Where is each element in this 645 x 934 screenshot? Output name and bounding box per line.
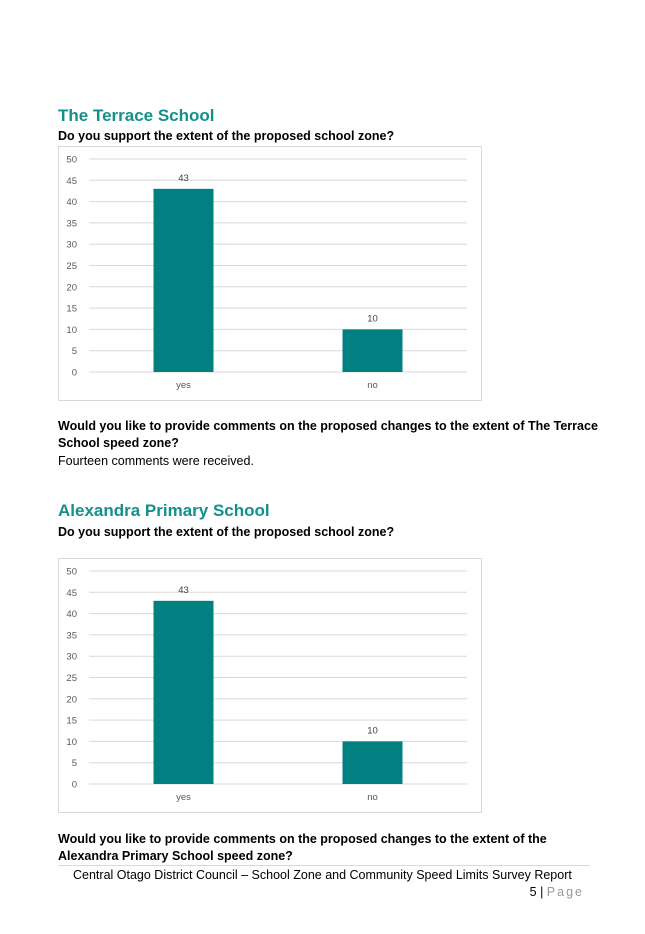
y-tick-label: 25: [66, 261, 77, 272]
data-label: 10: [367, 725, 378, 736]
y-tick-label: 10: [66, 325, 77, 336]
bar-chart: 0 5 10 15 20 25 30 35 40 45 50 43 yes 10 no: [58, 558, 482, 813]
bar-chart-svg: 0 5 10 15 20 25 30 35 40 45 50 43 yes 10 no: [66, 155, 467, 391]
bar: [342, 329, 403, 372]
bar: [153, 188, 214, 372]
page-number-value: 5: [529, 885, 537, 899]
y-tick-label: 45: [66, 588, 77, 599]
survey-question: Do you support the extent of the propose…: [58, 525, 395, 539]
y-tick-label: 45: [66, 176, 77, 187]
y-tick-label: 40: [66, 197, 77, 208]
y-tick-label: 35: [66, 630, 77, 641]
x-tick-label: yes: [176, 792, 191, 803]
survey-question: Do you support the extent of the propose…: [58, 129, 395, 143]
x-tick-label: no: [367, 792, 378, 803]
y-tick-label: 35: [66, 218, 77, 229]
y-tick-label: 25: [66, 673, 77, 684]
y-tick-label: 40: [66, 609, 77, 620]
section-heading: Alexandra Primary School: [58, 501, 270, 520]
y-tick-label: 15: [66, 716, 77, 727]
comment-question: Would you like to provide comments on th…: [58, 832, 547, 863]
page-separator: |: [540, 885, 544, 899]
y-tick-label: 50: [66, 155, 77, 166]
y-tick-label: 20: [66, 694, 77, 705]
y-tick-label: 30: [66, 652, 77, 663]
y-tick-label: 0: [72, 368, 77, 379]
y-tick-label: 50: [66, 567, 77, 578]
comment-summary: Fourteen comments were received.: [58, 454, 254, 468]
y-tick-label: 0: [72, 780, 77, 791]
footer-divider: [58, 865, 590, 866]
bar: [342, 741, 403, 784]
bar-chart: 0 5 10 15 20 25 30 35 40 45 50 43 yes 10 no: [58, 146, 482, 401]
data-label: 43: [178, 585, 189, 596]
y-tick-label: 5: [72, 346, 77, 357]
x-tick-label: yes: [176, 380, 191, 391]
y-tick-label: 15: [66, 304, 77, 315]
y-tick-label: 10: [66, 737, 77, 748]
y-tick-label: 5: [72, 758, 77, 769]
data-label: 43: [178, 173, 189, 184]
page-word: Page: [546, 885, 584, 899]
comment-question: Would you like to provide comments on th…: [58, 419, 598, 450]
y-tick-label: 20: [66, 282, 77, 293]
y-tick-label: 30: [66, 240, 77, 251]
bar-chart-svg: 0 5 10 15 20 25 30 35 40 45 50 43 yes 10 no: [66, 567, 467, 803]
footer-text: Central Otago District Council – School …: [73, 868, 572, 882]
x-tick-label: no: [367, 380, 378, 391]
data-label: 10: [367, 313, 378, 324]
page-number: 5 | Page: [530, 885, 584, 899]
section-heading: The Terrace School: [58, 106, 215, 125]
bar: [153, 600, 214, 784]
